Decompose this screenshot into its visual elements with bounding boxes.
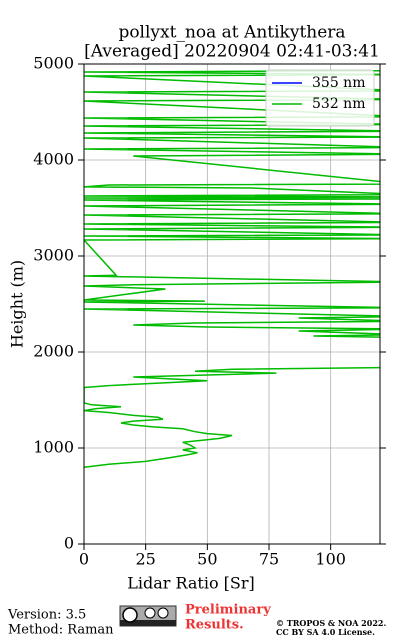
method: Method: Raman xyxy=(8,623,114,638)
legend-label: 532 nm xyxy=(312,96,365,112)
x-axis-label: Lidar Ratio [Sr] xyxy=(127,574,255,593)
legend: 355 nm 532 nm xyxy=(265,69,375,127)
y-tick-label: 0 xyxy=(64,534,74,553)
x-tick-label: 100 xyxy=(315,550,346,569)
y-tick-label: 3000 xyxy=(33,246,74,265)
y-tick-label: 2000 xyxy=(33,342,74,361)
legend-label: 355 nm xyxy=(312,75,365,91)
y-tick-label: 1000 xyxy=(33,438,74,457)
copyright: CC BY SA 4.0 License. xyxy=(276,627,375,637)
legend-box xyxy=(265,69,375,127)
x-tick-label: 50 xyxy=(197,550,217,569)
notice: Preliminary xyxy=(185,603,271,618)
y-axis-label: Height (m) xyxy=(8,260,27,348)
chart-title: pollyxt_noa at Antikythera xyxy=(118,23,345,43)
copyright: © TROPOS & NOA 2022. xyxy=(276,618,386,628)
y-tick-label: 5000 xyxy=(33,54,74,73)
x-tick-label: 25 xyxy=(135,550,155,569)
plot-frame xyxy=(83,63,381,545)
x-tick-label: 0 xyxy=(79,550,89,569)
license-badge xyxy=(119,605,177,627)
x-tick-label: 75 xyxy=(259,550,279,569)
chart-subtitle: [Averaged] 20220904 02:41-03:41 xyxy=(84,42,380,62)
version: Version: 3.5 xyxy=(7,608,86,623)
profile-line xyxy=(84,70,380,468)
notice: Results. xyxy=(185,618,244,633)
y-tick-label: 4000 xyxy=(33,150,74,169)
